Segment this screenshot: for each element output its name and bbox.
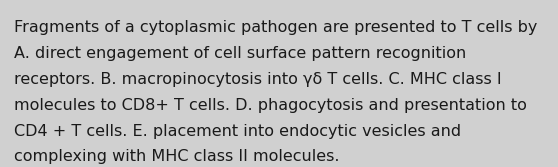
Text: receptors. B. macropinocytosis into γδ T cells. C. MHC class I: receptors. B. macropinocytosis into γδ T…	[14, 72, 502, 87]
Text: molecules to CD8+ T cells. D. phagocytosis and presentation to: molecules to CD8+ T cells. D. phagocytos…	[14, 98, 527, 113]
Text: complexing with MHC class II molecules.: complexing with MHC class II molecules.	[14, 149, 339, 164]
Text: A. direct engagement of cell surface pattern recognition: A. direct engagement of cell surface pat…	[14, 46, 466, 61]
Text: CD4 + T cells. E. placement into endocytic vesicles and: CD4 + T cells. E. placement into endocyt…	[14, 124, 461, 139]
Text: Fragments of a cytoplasmic pathogen are presented to T cells by: Fragments of a cytoplasmic pathogen are …	[14, 20, 537, 35]
